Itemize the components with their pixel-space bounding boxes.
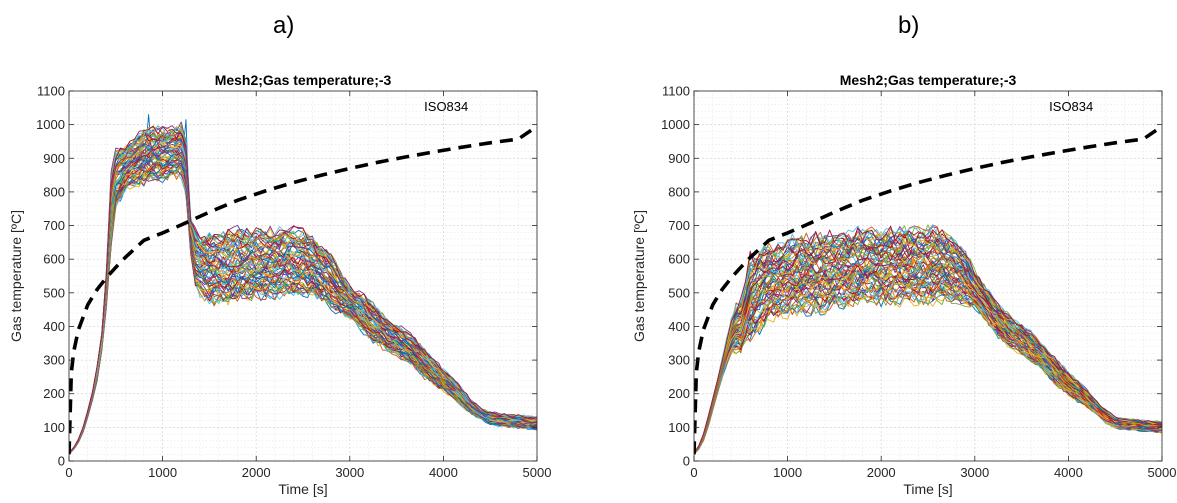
y-tick-label: 300 xyxy=(43,353,65,368)
ensemble-line xyxy=(69,153,537,454)
x-tick-label: 5000 xyxy=(1148,465,1177,480)
ensemble-line xyxy=(69,125,537,453)
y-tick-label: 600 xyxy=(668,252,690,267)
y-tick-label: 400 xyxy=(668,319,690,334)
y-tick-label: 500 xyxy=(43,285,65,300)
ensemble-line xyxy=(69,137,537,454)
y-tick-label: 300 xyxy=(668,353,690,368)
ensemble-line xyxy=(694,263,1162,454)
y-tick-label: 100 xyxy=(668,420,690,435)
y-tick-label: 600 xyxy=(43,252,65,267)
x-axis-label: Time [s] xyxy=(903,481,952,497)
y-tick-label: 700 xyxy=(668,218,690,233)
ensemble-line xyxy=(69,165,537,455)
axes-box xyxy=(693,90,1163,462)
x-tick-label: 2000 xyxy=(867,465,896,480)
y-tick-label: 200 xyxy=(668,386,690,401)
x-tick-label: 1000 xyxy=(773,465,802,480)
chart-a: 0 1000 2000 3000 4000 5000 0 100 200 300 400 500 600… xyxy=(8,72,552,497)
y-axis-label: Gas temperature [ºC] xyxy=(8,210,24,342)
ensemble-line xyxy=(69,158,537,455)
x-tick-label: 4000 xyxy=(429,465,458,480)
y-tick-label: 1100 xyxy=(37,84,65,99)
panel-label-b: b) xyxy=(898,12,920,39)
iso834-annotation: ISO834 xyxy=(1049,99,1093,114)
x-tick-label: 1000 xyxy=(148,465,177,480)
iso834-curve xyxy=(694,124,1162,455)
axes-box xyxy=(68,90,538,462)
chart-title: Mesh2;Gas temperature;-3 xyxy=(840,72,1017,88)
y-tick-label: 0 xyxy=(683,454,690,469)
ensemble-line xyxy=(694,252,1162,454)
x-tick-label: 3000 xyxy=(960,465,989,480)
y-tick-label: 500 xyxy=(668,285,690,300)
y-tick-label: 900 xyxy=(43,151,65,166)
iso834-annotation: ISO834 xyxy=(424,99,468,114)
iso834-curve xyxy=(69,124,537,455)
y-tick-label: 400 xyxy=(43,319,65,334)
y-tick-label: 200 xyxy=(43,386,65,401)
y-tick-label: 800 xyxy=(668,184,690,199)
ensemble-lines xyxy=(694,224,1162,455)
ensemble-line xyxy=(694,259,1162,454)
x-axis-label: Time [s] xyxy=(278,481,327,497)
x-tick-label: 2000 xyxy=(242,465,271,480)
ensemble-line xyxy=(69,164,537,455)
panel-label-a: a) xyxy=(273,12,295,39)
minor-grid xyxy=(694,91,1162,461)
ensemble-line xyxy=(694,244,1162,454)
y-tick-label: 900 xyxy=(668,151,690,166)
y-tick-label: 100 xyxy=(43,420,65,435)
ensemble-line xyxy=(694,241,1162,454)
y-tick-label: 1000 xyxy=(661,117,690,132)
y-tick-label: 800 xyxy=(43,184,65,199)
ensemble-line xyxy=(694,226,1162,453)
y-tick-label: 1100 xyxy=(662,84,690,99)
ensemble-line xyxy=(694,225,1162,453)
x-tick-label: 0 xyxy=(690,465,697,480)
chart-title: Mesh2;Gas temperature;-3 xyxy=(215,72,392,88)
ensemble-lines xyxy=(69,114,537,455)
x-tick-label: 4000 xyxy=(1054,465,1083,480)
y-tick-label: 0 xyxy=(58,454,65,469)
ensemble-line xyxy=(69,128,537,454)
y-tick-label: 1000 xyxy=(36,117,65,132)
y-axis-label: Gas temperature [ºC] xyxy=(631,210,647,342)
chart-b: 0 1000 2000 3000 4000 5000 0 100 200 300 400 500 600… xyxy=(631,72,1177,497)
ensemble-line xyxy=(69,145,537,454)
x-tick-label: 3000 xyxy=(335,465,364,480)
x-tick-label: 0 xyxy=(65,465,72,480)
y-tick-label: 700 xyxy=(43,218,65,233)
x-tick-label: 5000 xyxy=(523,465,552,480)
